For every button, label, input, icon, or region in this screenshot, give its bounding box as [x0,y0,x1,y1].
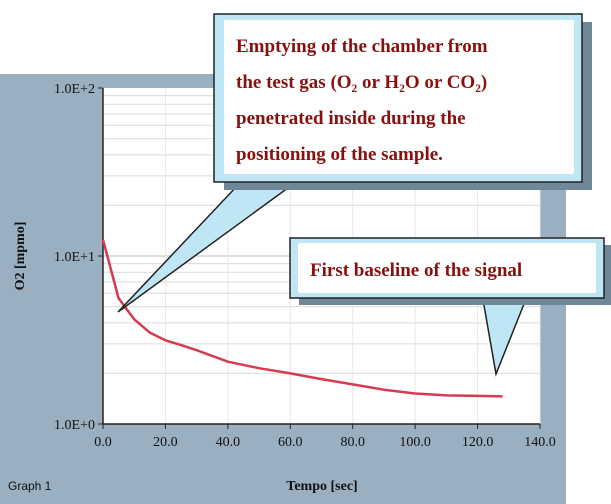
y-tick-label: 1.0E+1 [54,250,95,265]
y-tick-label: 1.0E+0 [54,418,95,433]
graph-name: Graph 1 [8,479,52,493]
x-tick-label: 100.0 [399,435,431,450]
x-tick-label: 80.0 [340,435,365,450]
x-tick-label: 0.0 [94,435,112,450]
callout-1-line-2: the test gas (O₂ or H₂O or CO₂) [236,72,487,93]
x-tick-label: 60.0 [278,435,303,450]
series-layer [101,239,503,398]
x-axis-label: Tempo [sec] [286,479,357,494]
series-line-0 [101,239,503,398]
y-tick-label: 1.0E+2 [54,82,95,97]
x-tick-label: 120.0 [462,435,494,450]
x-tick-label: 40.0 [216,435,241,450]
callout-1-inner [224,20,574,174]
callout-1-line-1: Emptying of the chamber from [236,36,488,57]
x-tick-label: 20.0 [153,435,178,450]
x-tick-label: 140.0 [524,435,556,450]
callout-2-inner [298,243,596,293]
x-tick-labels: 0.0 20.0 40.0 60.0 80.0 100.0 120.0 140.0 [94,424,556,450]
callout-1-line-3: penetrated inside during the [236,108,466,129]
callout-2-pointer [481,293,530,377]
y-axis-label: O2 [mpmo] [13,222,28,291]
callout-2-text: First baseline of the signal [310,260,522,281]
callout-1-pointer [117,184,295,313]
y-tick-labels: 1.0E+2 1.0E+1 1.0E+0 [54,82,103,433]
callout-1-line-4: positioning of the sample. [236,144,443,165]
